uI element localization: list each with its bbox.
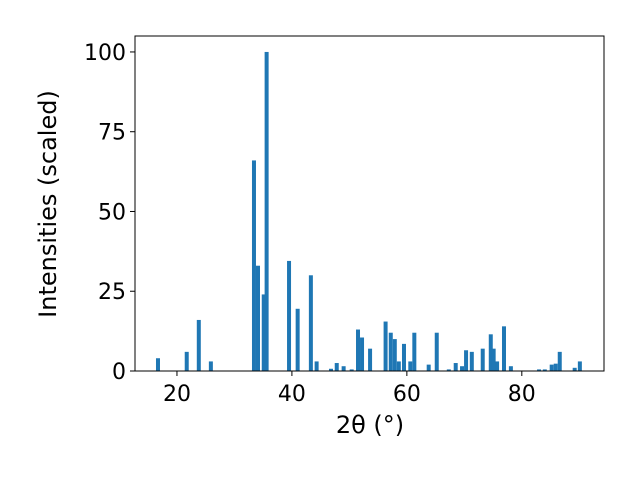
bar bbox=[542, 369, 547, 371]
bar bbox=[446, 369, 451, 371]
bar bbox=[453, 363, 458, 371]
x-tick-label: 60 bbox=[393, 382, 421, 407]
bar bbox=[356, 329, 361, 371]
bar bbox=[495, 361, 500, 371]
bar bbox=[196, 319, 201, 371]
bar bbox=[360, 337, 365, 371]
bar bbox=[491, 348, 496, 371]
bar bbox=[334, 363, 339, 371]
bar bbox=[255, 265, 260, 371]
bar bbox=[396, 361, 401, 371]
bar bbox=[557, 351, 562, 371]
y-tick-label: 25 bbox=[98, 280, 126, 305]
bar bbox=[295, 308, 300, 371]
x-tick-label: 80 bbox=[508, 382, 536, 407]
bar bbox=[577, 361, 582, 371]
bar bbox=[287, 260, 292, 371]
bar bbox=[501, 326, 506, 371]
bar bbox=[408, 361, 413, 371]
bar bbox=[368, 348, 373, 371]
bar bbox=[264, 51, 269, 371]
bar bbox=[549, 364, 554, 371]
y-tick-label: 50 bbox=[98, 200, 126, 225]
bar bbox=[184, 351, 189, 371]
bar bbox=[412, 332, 417, 371]
bar bbox=[388, 332, 393, 371]
x-axis-label: 2θ (°) bbox=[336, 411, 404, 439]
bar bbox=[460, 366, 465, 371]
bar bbox=[341, 366, 346, 371]
bar bbox=[251, 160, 256, 371]
bar bbox=[464, 350, 469, 371]
y-tick-label: 100 bbox=[84, 41, 126, 66]
bar bbox=[261, 294, 266, 371]
y-tick-label: 75 bbox=[98, 121, 126, 146]
bar bbox=[155, 358, 160, 371]
plot-area bbox=[155, 51, 582, 371]
bar bbox=[537, 369, 542, 371]
bar bbox=[508, 366, 513, 371]
y-tick-label: 0 bbox=[112, 360, 126, 385]
bar bbox=[392, 339, 397, 371]
bar bbox=[383, 321, 388, 371]
bar bbox=[572, 367, 577, 371]
x-tick-label: 20 bbox=[163, 382, 191, 407]
bar bbox=[314, 361, 319, 371]
x-tick-label: 40 bbox=[278, 382, 306, 407]
bar bbox=[426, 364, 431, 371]
y-axis-label: Intensities (scaled) bbox=[34, 90, 62, 318]
bar bbox=[208, 361, 213, 371]
axes-frame bbox=[134, 35, 605, 372]
bar bbox=[488, 334, 493, 371]
bar bbox=[469, 351, 474, 371]
bar bbox=[349, 369, 354, 371]
bar bbox=[434, 332, 439, 371]
bar bbox=[401, 343, 406, 371]
bar bbox=[480, 348, 485, 371]
bar bbox=[553, 363, 558, 371]
bar bbox=[328, 368, 333, 371]
bar bbox=[308, 275, 313, 371]
